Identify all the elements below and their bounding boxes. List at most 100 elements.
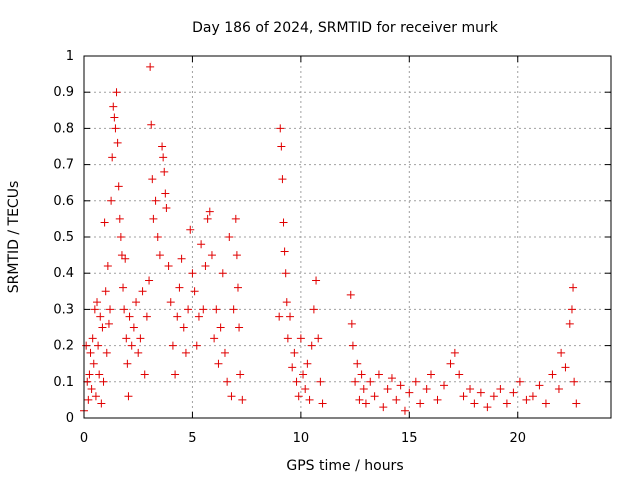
- data-point: [446, 359, 455, 368]
- data-point: [426, 370, 435, 379]
- data-point: [146, 62, 155, 71]
- data-point: [214, 359, 223, 368]
- data-point: [159, 153, 168, 162]
- data-point: [476, 388, 485, 397]
- data-point: [483, 403, 492, 412]
- data-point: [548, 370, 557, 379]
- data-point: [210, 334, 219, 343]
- data-point: [561, 363, 570, 372]
- data-point: [83, 377, 92, 386]
- y-tick-label: 0: [66, 411, 74, 426]
- y-tick-label: 0.5: [53, 230, 74, 245]
- data-point: [565, 319, 574, 328]
- x-tick-label: 20: [509, 431, 526, 446]
- data-point: [147, 120, 156, 129]
- data-point: [276, 124, 285, 133]
- data-point: [162, 204, 171, 213]
- data-point: [281, 269, 290, 278]
- x-tick-label: 0: [80, 431, 88, 446]
- data-point: [216, 323, 225, 332]
- data-point: [416, 399, 425, 408]
- data-point: [569, 283, 578, 292]
- data-point: [194, 312, 203, 321]
- data-point: [113, 138, 122, 147]
- data-point: [411, 377, 420, 386]
- data-point: [405, 388, 414, 397]
- data-point: [102, 348, 111, 357]
- data-markers: [80, 62, 581, 415]
- data-point: [119, 283, 128, 292]
- data-point: [392, 395, 401, 404]
- data-point: [109, 102, 118, 111]
- data-point: [357, 370, 366, 379]
- data-point: [528, 392, 537, 401]
- data-point: [184, 305, 193, 314]
- data-point: [138, 287, 147, 296]
- data-point: [90, 305, 99, 314]
- data-point: [278, 175, 287, 184]
- data-point: [359, 385, 368, 394]
- data-point: [286, 312, 295, 321]
- axis-ticks: [83, 55, 611, 419]
- data-point: [229, 305, 238, 314]
- data-point: [299, 370, 308, 379]
- data-point: [567, 305, 576, 314]
- data-point: [125, 312, 134, 321]
- data-point: [86, 348, 95, 357]
- data-point: [238, 395, 247, 404]
- data-point: [459, 392, 468, 401]
- data-point: [374, 370, 383, 379]
- data-point: [192, 341, 201, 350]
- y-tick-label: 0.3: [53, 302, 74, 317]
- data-point: [233, 283, 242, 292]
- data-point: [466, 385, 475, 394]
- data-point: [100, 218, 109, 227]
- data-point: [396, 381, 405, 390]
- data-point: [199, 305, 208, 314]
- data-point: [290, 348, 299, 357]
- data-point: [111, 124, 120, 133]
- data-point: [149, 214, 158, 223]
- data-point: [220, 348, 229, 357]
- data-point: [188, 269, 197, 278]
- grid-lines: [84, 56, 611, 418]
- data-point: [400, 406, 409, 415]
- data-point: [470, 399, 479, 408]
- data-point: [107, 196, 116, 205]
- tick-labels: 00.10.20.30.40.50.60.70.80.910 5 10 15 20: [53, 49, 526, 446]
- data-point: [94, 341, 103, 350]
- data-point: [190, 287, 199, 296]
- data-point: [142, 312, 151, 321]
- data-point: [155, 251, 164, 260]
- data-point: [212, 305, 221, 314]
- data-point: [140, 370, 149, 379]
- data-point: [197, 240, 206, 249]
- y-tick-label: 1: [66, 49, 74, 64]
- data-point: [89, 359, 98, 368]
- data-point: [114, 182, 123, 191]
- data-point: [348, 341, 357, 350]
- data-point: [120, 305, 129, 314]
- x-tick-label: 10: [293, 431, 310, 446]
- data-point: [203, 214, 212, 223]
- data-point: [124, 392, 133, 401]
- y-tick-label: 0.4: [53, 266, 74, 281]
- data-point: [370, 392, 379, 401]
- data-point: [153, 233, 162, 241]
- y-axis-label: SRMTID / TECUs: [6, 181, 22, 294]
- data-point: [173, 312, 182, 321]
- data-point: [570, 377, 579, 386]
- data-point: [455, 370, 464, 379]
- data-point: [117, 251, 126, 260]
- data-point: [99, 377, 108, 386]
- data-point: [231, 214, 240, 223]
- data-point: [160, 167, 169, 176]
- data-point: [87, 385, 96, 394]
- data-point: [218, 269, 227, 278]
- data-point: [104, 319, 113, 328]
- data-point: [175, 283, 184, 292]
- data-point: [383, 385, 392, 394]
- data-point: [148, 175, 157, 184]
- data-point: [557, 348, 566, 357]
